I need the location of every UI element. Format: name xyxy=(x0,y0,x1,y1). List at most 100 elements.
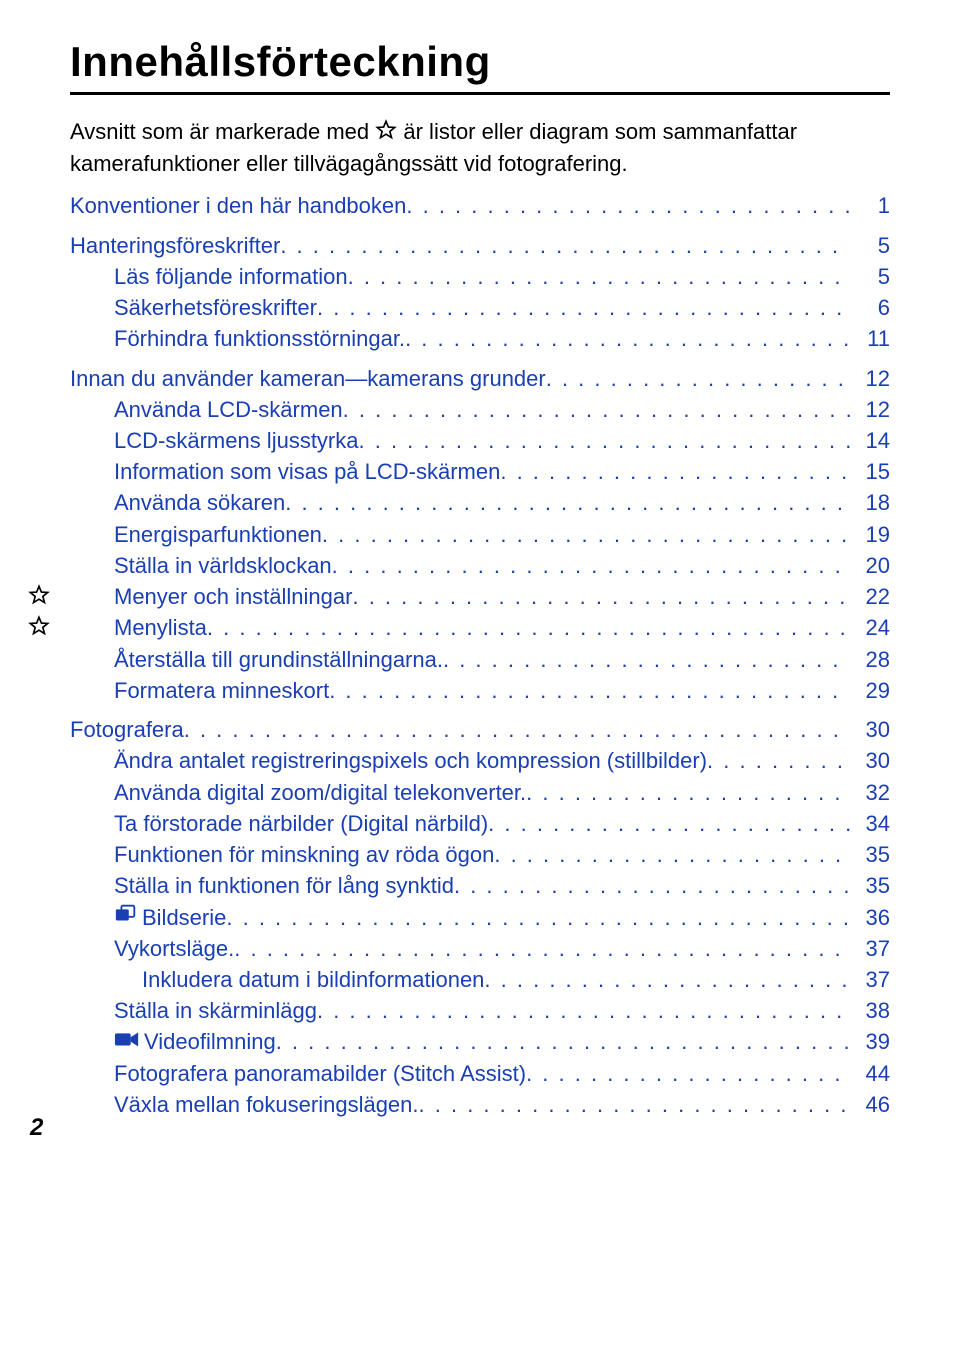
toc-page-number: 12 xyxy=(850,394,890,425)
toc-label: Ställa in skärminlägg xyxy=(114,995,317,1026)
toc-entry[interactable]: Bildserie 36 xyxy=(70,902,890,933)
toc-entry[interactable]: Ställa in funktionen för lång synktid35 xyxy=(70,870,890,901)
toc-entry[interactable]: Formatera minneskort29 xyxy=(70,675,890,706)
toc-page-number: 19 xyxy=(850,519,890,550)
toc-leader-dots xyxy=(207,612,850,643)
toc-entry[interactable]: Information som visas på LCD-skärmen15 xyxy=(70,456,890,487)
toc-label: Energisparfunktionen xyxy=(114,519,322,550)
toc-entry[interactable]: Energisparfunktionen 19 xyxy=(70,519,890,550)
toc-page-number: 15 xyxy=(850,456,890,487)
toc-page-number: 24 xyxy=(850,612,890,643)
toc-entry[interactable]: Ta förstorade närbilder (Digital närbild… xyxy=(70,808,890,839)
toc-entry[interactable]: Använda LCD-skärmen 12 xyxy=(70,394,890,425)
toc-section[interactable]: Konventioner i den här handboken1 xyxy=(70,190,890,221)
toc-leader-dots xyxy=(488,808,850,839)
intro-paragraph: Avsnitt som är markerade med är listor e… xyxy=(70,117,890,178)
toc-page-number: 36 xyxy=(850,902,890,933)
toc-label: Förhindra funktionsstörningar. xyxy=(114,323,405,354)
toc-label: LCD-skärmens ljusstyrka xyxy=(114,425,359,456)
toc-entry[interactable]: Läs följande information 5 xyxy=(70,261,890,292)
toc-entry[interactable]: Växla mellan fokuseringslägen. 46 xyxy=(70,1089,890,1120)
toc-entry[interactable]: Inkludera datum i bildinformationen 37 xyxy=(70,964,890,995)
toc-label: Innan du använder kameran—kamerans grund… xyxy=(70,363,546,394)
toc-page-number: 35 xyxy=(850,839,890,870)
toc-entry[interactable]: Säkerhetsföreskrifter 6 xyxy=(70,292,890,323)
toc-entry[interactable]: Ställa in skärminlägg 38 xyxy=(70,995,890,1026)
toc-leader-dots xyxy=(276,1026,850,1057)
star-icon xyxy=(375,119,397,149)
toc-leader-dots xyxy=(707,745,850,776)
toc-leader-dots xyxy=(184,714,850,745)
toc-leader-dots xyxy=(494,839,850,870)
toc-entry[interactable]: LCD-skärmens ljusstyrka 14 xyxy=(70,425,890,456)
toc-page-number: 18 xyxy=(850,487,890,518)
toc-leader-dots xyxy=(359,425,851,456)
toc-entry[interactable]: Ställa in världsklockan20 xyxy=(70,550,890,581)
toc-label: Menylista xyxy=(114,612,207,643)
toc-label: Läs följande information xyxy=(114,261,348,292)
toc-leader-dots xyxy=(226,902,850,933)
toc-label: Växla mellan fokuseringslägen. xyxy=(114,1089,419,1120)
toc-entry[interactable]: Menyer och inställningar22 xyxy=(70,581,890,612)
toc-page-number: 6 xyxy=(850,292,890,323)
toc-section[interactable]: Hanteringsföreskrifter5 xyxy=(70,230,890,261)
toc-label: Säkerhetsföreskrifter xyxy=(114,292,317,323)
star-icon xyxy=(28,614,50,645)
toc-label: Inkludera datum i bildinformationen xyxy=(142,964,484,995)
toc-entry[interactable]: Vykortsläge.37 xyxy=(70,933,890,964)
toc-label: Använda sökaren xyxy=(114,487,285,518)
toc-leader-dots xyxy=(234,933,850,964)
toc-page-number: 5 xyxy=(850,230,890,261)
toc-leader-dots xyxy=(419,1089,850,1120)
toc-label: Bildserie xyxy=(142,902,226,933)
page-title: Innehållsförteckning xyxy=(70,38,890,95)
toc-leader-dots xyxy=(546,363,850,394)
toc-entry[interactable]: Använda sökaren 18 xyxy=(70,487,890,518)
toc-page-number: 30 xyxy=(850,714,890,745)
toc-page-number: 12 xyxy=(850,363,890,394)
toc-page-number: 28 xyxy=(850,644,890,675)
toc-entry[interactable]: Ändra antalet registreringspixels och ko… xyxy=(70,745,890,776)
toc-label: Använda LCD-skärmen xyxy=(114,394,343,425)
toc-page-number: 30 xyxy=(850,745,890,776)
toc-page-number: 22 xyxy=(850,581,890,612)
toc-section[interactable]: Innan du använder kameran—kamerans grund… xyxy=(70,363,890,394)
toc-label: Återställa till grundinställningarna. xyxy=(114,644,443,675)
toc-label: Ta förstorade närbilder (Digital närbild… xyxy=(114,808,488,839)
toc-entry[interactable]: Använda digital zoom/digital telekonvert… xyxy=(70,777,890,808)
toc-entry[interactable]: Funktionen för minskning av röda ögon35 xyxy=(70,839,890,870)
toc-label: Fotografera panoramabilder (Stitch Assis… xyxy=(114,1058,526,1089)
toc-leader-dots xyxy=(285,487,850,518)
toc-leader-dots xyxy=(329,675,850,706)
table-of-contents: Konventioner i den här handboken1 Hanteri… xyxy=(70,190,890,1120)
burst-icon xyxy=(114,902,138,933)
toc-label: Använda digital zoom/digital telekonvert… xyxy=(114,777,526,808)
toc-page-number: 11 xyxy=(850,323,890,354)
toc-page-number: 46 xyxy=(850,1089,890,1120)
toc-page-number: 38 xyxy=(850,995,890,1026)
toc-section[interactable]: Fotografera30 xyxy=(70,714,890,745)
toc-page-number: 1 xyxy=(850,190,890,221)
toc-leader-dots xyxy=(348,261,850,292)
toc-page-number: 29 xyxy=(850,675,890,706)
intro-text-before: Avsnitt som är markerade med xyxy=(70,119,375,144)
toc-leader-dots xyxy=(526,777,850,808)
toc-entry[interactable]: Återställa till grundinställningarna. 28 xyxy=(70,644,890,675)
toc-leader-dots xyxy=(405,323,850,354)
toc-entry[interactable]: Fotografera panoramabilder (Stitch Assis… xyxy=(70,1058,890,1089)
toc-label: Ställa in världsklockan xyxy=(114,550,332,581)
toc-entry[interactable]: Menylista 24 xyxy=(70,612,890,643)
toc-leader-dots xyxy=(317,995,850,1026)
toc-leader-dots xyxy=(500,456,850,487)
toc-page-number: 39 xyxy=(850,1026,890,1057)
toc-page-number: 14 xyxy=(850,425,890,456)
toc-label: Videofilmning xyxy=(144,1026,276,1057)
toc-entry[interactable]: Videofilmning 39 xyxy=(70,1026,890,1057)
toc-page-number: 5 xyxy=(850,261,890,292)
star-icon xyxy=(28,583,50,614)
toc-entry[interactable]: Förhindra funktionsstörningar. 11 xyxy=(70,323,890,354)
toc-page-number: 37 xyxy=(850,964,890,995)
page-container: Innehållsförteckning Avsnitt som är mark… xyxy=(0,0,960,1160)
toc-page-number: 32 xyxy=(850,777,890,808)
video-icon xyxy=(114,1026,140,1057)
